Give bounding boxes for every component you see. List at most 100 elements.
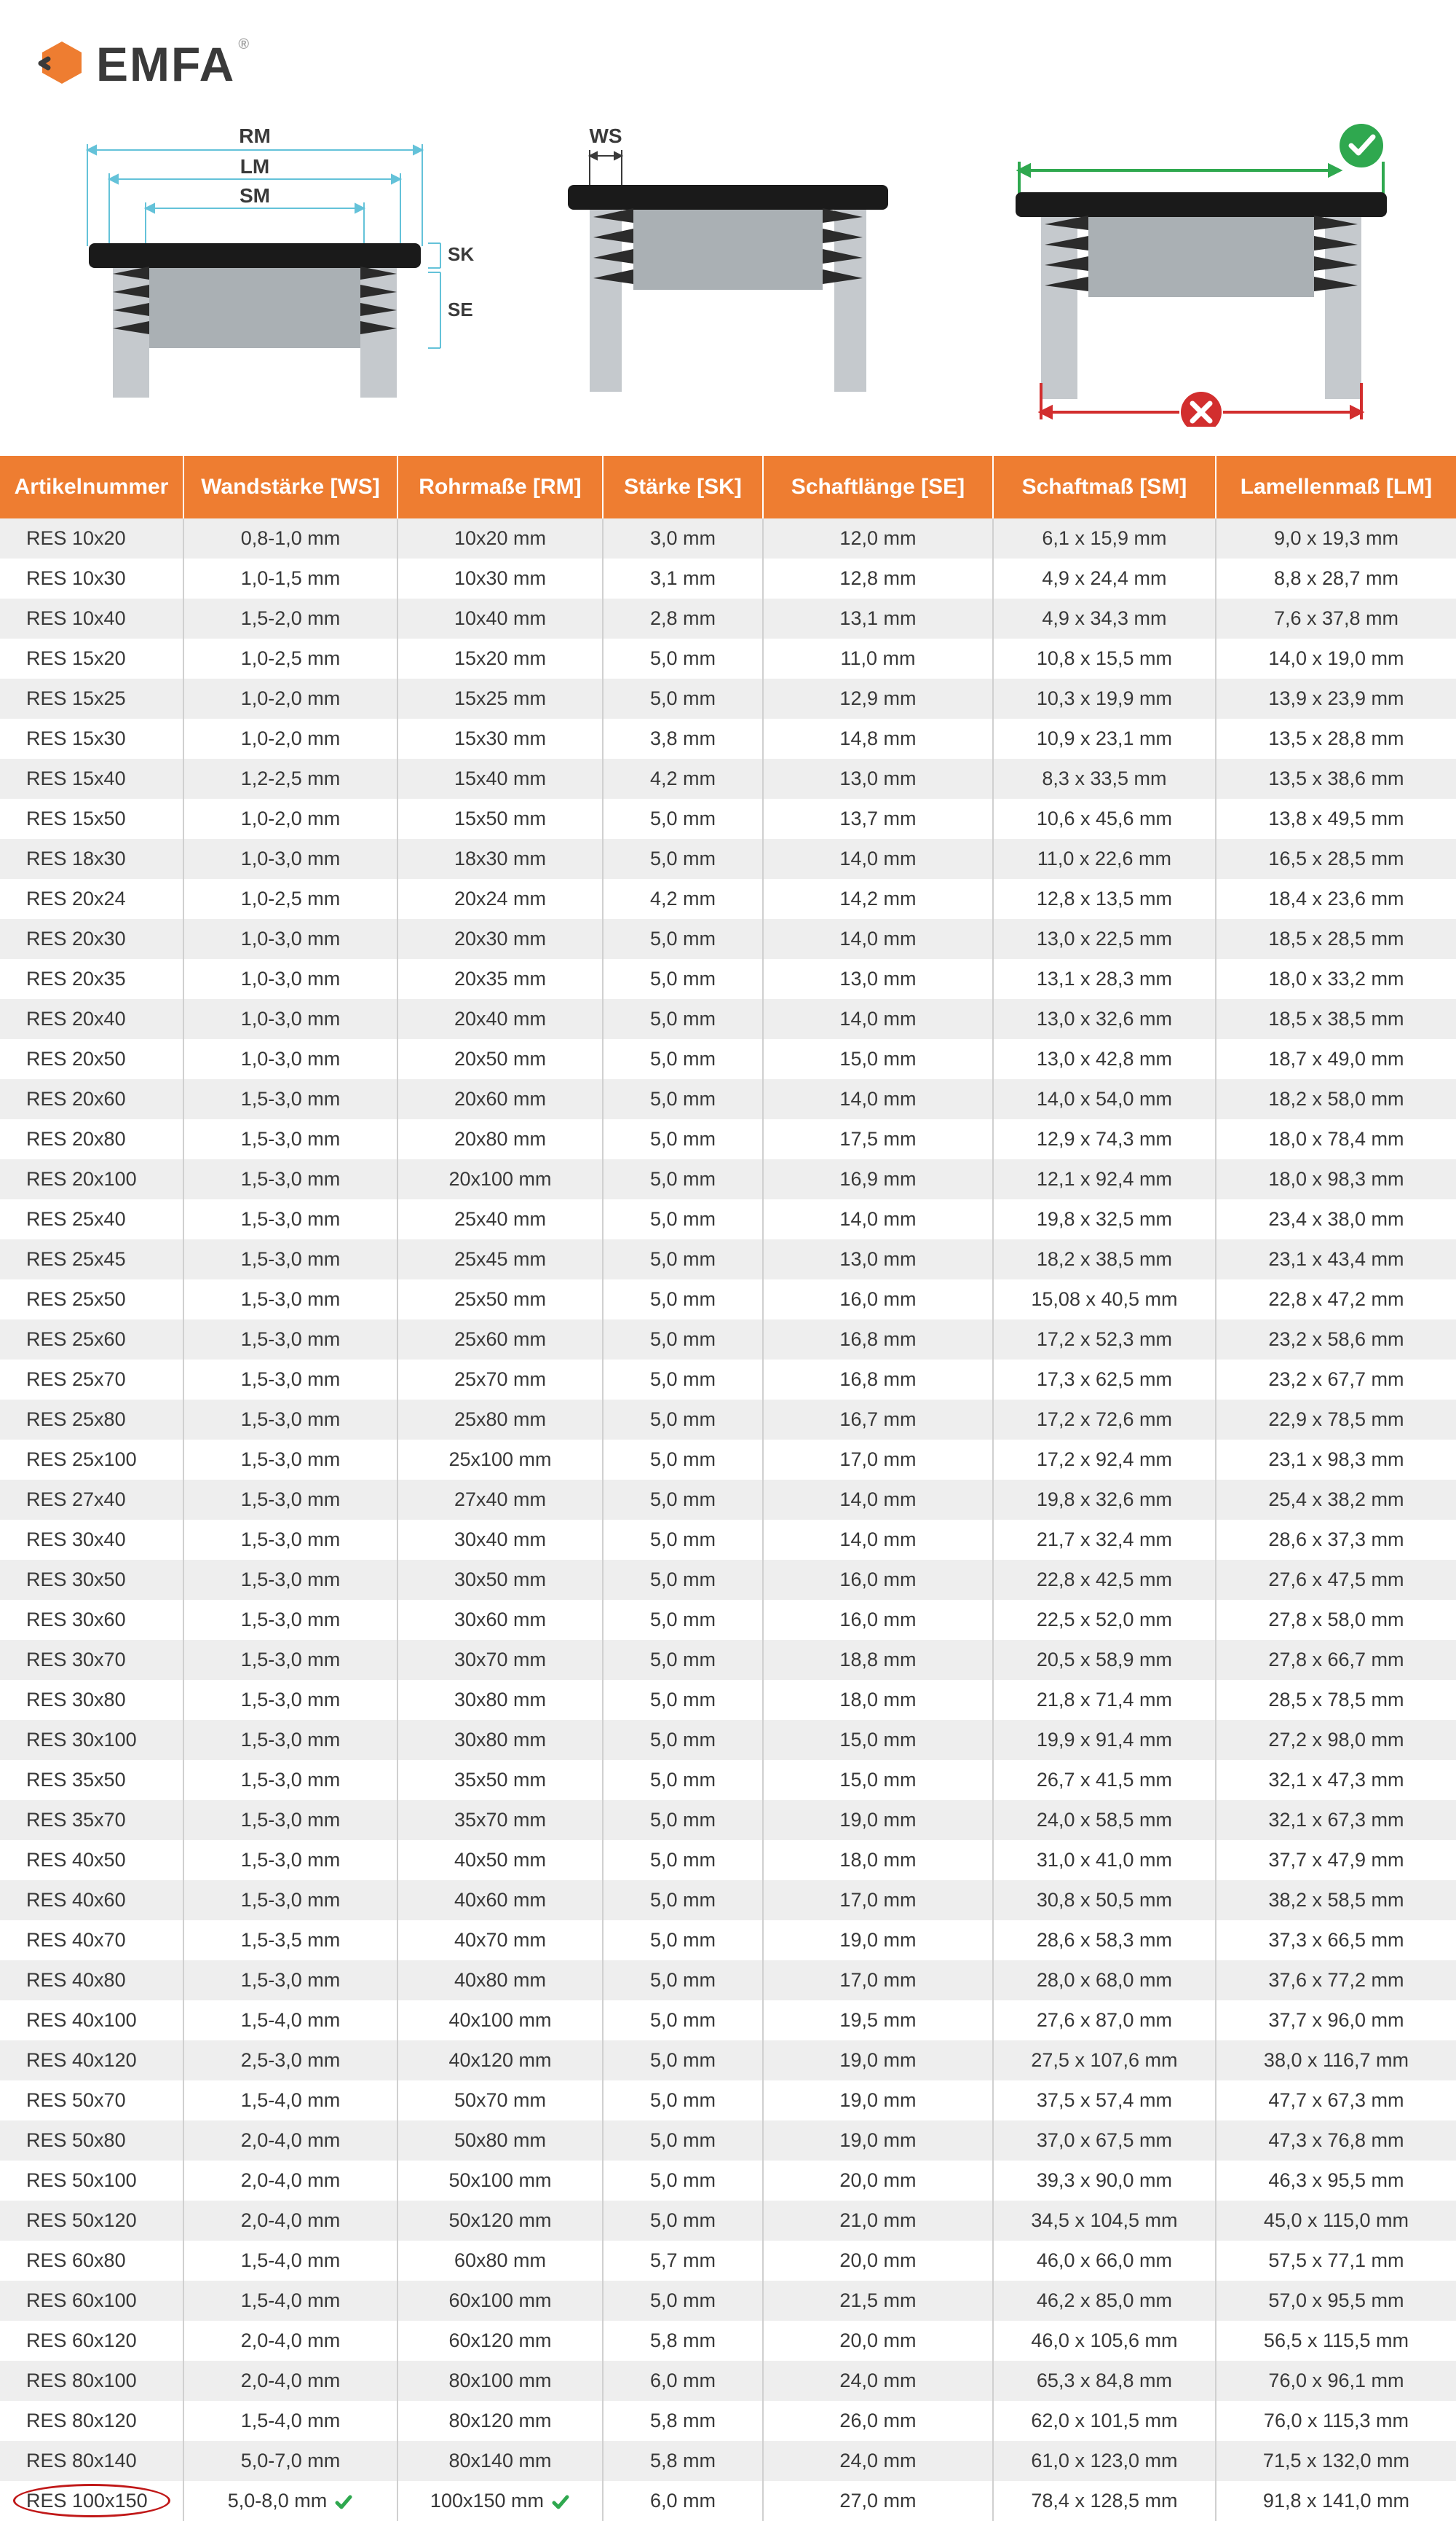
table-cell: RES 25x100: [0, 1440, 183, 1480]
table-row: RES 20x801,5-3,0 mm20x80 mm5,0 mm17,5 mm…: [0, 1119, 1456, 1159]
table-cell: 16,0 mm: [763, 1279, 993, 1319]
table-cell: RES 25x80: [0, 1400, 183, 1440]
table-cell: RES 25x45: [0, 1239, 183, 1279]
table-cell: 20x40 mm: [397, 999, 603, 1039]
table-cell: 13,1 mm: [763, 599, 993, 639]
table-cell: 26,7 x 41,5 mm: [993, 1760, 1216, 1800]
check-icon: [334, 2493, 353, 2512]
table-cell: 15,0 mm: [763, 1039, 993, 1079]
table-cell: 18,0 x 98,3 mm: [1216, 1159, 1456, 1199]
table-cell: 1,5-3,0 mm: [183, 1360, 397, 1400]
table-cell: 20x100 mm: [397, 1159, 603, 1199]
table-cell: RES 60x120: [0, 2321, 183, 2361]
table-cell: 80x120 mm: [397, 2401, 603, 2441]
table-row: RES 80x1405,0-7,0 mm80x140 mm5,8 mm24,0 …: [0, 2441, 1456, 2481]
table-cell: 5,8 mm: [603, 2401, 763, 2441]
diagram-correctness: [976, 121, 1427, 427]
table-cell: 1,5-3,0 mm: [183, 1600, 397, 1640]
table-cell: RES 30x40: [0, 1520, 183, 1560]
table-cell: 27x40 mm: [397, 1480, 603, 1520]
table-cell: 18,0 x 78,4 mm: [1216, 1119, 1456, 1159]
table-cell: RES 10x40: [0, 599, 183, 639]
table-cell: 22,9 x 78,5 mm: [1216, 1400, 1456, 1440]
table-cell: 15x25 mm: [397, 679, 603, 719]
table-cell: 1,5-3,0 mm: [183, 1640, 397, 1680]
table-cell: 5,0-8,0 mm: [183, 2481, 397, 2521]
table-cell: RES 60x100: [0, 2281, 183, 2321]
table-cell: RES 40x70: [0, 1920, 183, 1960]
table-row: RES 80x1002,0-4,0 mm80x100 mm6,0 mm24,0 …: [0, 2361, 1456, 2401]
col-header: Stärke [SK]: [603, 456, 763, 518]
table-cell: 2,5-3,0 mm: [183, 2040, 397, 2080]
table-cell: 18,2 x 38,5 mm: [993, 1239, 1216, 1279]
table-cell: RES 50x70: [0, 2080, 183, 2120]
label-lm: LM: [240, 155, 269, 178]
table-cell: 1,5-4,0 mm: [183, 2401, 397, 2441]
table-cell: RES 35x50: [0, 1760, 183, 1800]
table-cell: RES 40x120: [0, 2040, 183, 2080]
table-cell: 5,0 mm: [603, 1360, 763, 1400]
table-cell: 6,1 x 15,9 mm: [993, 518, 1216, 559]
table-cell: 16,8 mm: [763, 1360, 993, 1400]
table-cell: 37,3 x 66,5 mm: [1216, 1920, 1456, 1960]
table-cell: 1,5-3,0 mm: [183, 1960, 397, 2000]
col-header: Lamellenmaß [LM]: [1216, 456, 1456, 518]
table-cell: 25x80 mm: [397, 1400, 603, 1440]
table-cell: 20x60 mm: [397, 1079, 603, 1119]
table-cell: 50x120 mm: [397, 2201, 603, 2241]
table-cell: 27,2 x 98,0 mm: [1216, 1720, 1456, 1760]
diagram-ws: WS: [524, 121, 932, 398]
table-cell: 91,8 x 141,0 mm: [1216, 2481, 1456, 2521]
table-cell: 46,3 x 95,5 mm: [1216, 2161, 1456, 2201]
table-cell: 37,5 x 57,4 mm: [993, 2080, 1216, 2120]
table-row: RES 40x701,5-3,5 mm40x70 mm5,0 mm19,0 mm…: [0, 1920, 1456, 1960]
table-row: RES 50x802,0-4,0 mm50x80 mm5,0 mm19,0 mm…: [0, 2120, 1456, 2161]
table-cell: 14,0 mm: [763, 999, 993, 1039]
table-cell: 5,0-7,0 mm: [183, 2441, 397, 2481]
table-cell: 40x70 mm: [397, 1920, 603, 1960]
table-row: RES 15x251,0-2,0 mm15x25 mm5,0 mm12,9 mm…: [0, 679, 1456, 719]
table-cell: 1,5-3,0 mm: [183, 1480, 397, 1520]
table-cell: 18,8 mm: [763, 1640, 993, 1680]
table-row: RES 20x301,0-3,0 mm20x30 mm5,0 mm14,0 mm…: [0, 919, 1456, 959]
table-cell: 47,7 x 67,3 mm: [1216, 2080, 1456, 2120]
table-row: RES 50x1202,0-4,0 mm50x120 mm5,0 mm21,0 …: [0, 2201, 1456, 2241]
table-cell: 21,8 x 71,4 mm: [993, 1680, 1216, 1720]
table-cell: RES 80x120: [0, 2401, 183, 2441]
table-cell: 50x70 mm: [397, 2080, 603, 2120]
table-cell: 13,0 mm: [763, 759, 993, 799]
table-row: RES 25x451,5-3,0 mm25x45 mm5,0 mm13,0 mm…: [0, 1239, 1456, 1279]
table-cell: 1,5-4,0 mm: [183, 2281, 397, 2321]
table-cell: 57,0 x 95,5 mm: [1216, 2281, 1456, 2321]
table-row: RES 35x701,5-3,0 mm35x70 mm5,0 mm19,0 mm…: [0, 1800, 1456, 1840]
table-cell: 10,9 x 23,1 mm: [993, 719, 1216, 759]
table-cell: 5,0 mm: [603, 2281, 763, 2321]
table-cell: 25x60 mm: [397, 1319, 603, 1360]
table-cell: 18,2 x 58,0 mm: [1216, 1079, 1456, 1119]
table-cell: 14,0 mm: [763, 1199, 993, 1239]
table-cell: 1,5-3,0 mm: [183, 1400, 397, 1440]
table-row: RES 25x401,5-3,0 mm25x40 mm5,0 mm14,0 mm…: [0, 1199, 1456, 1239]
table-cell: 1,5-3,0 mm: [183, 1840, 397, 1880]
table-cell: 5,8 mm: [603, 2321, 763, 2361]
table-cell: 5,0 mm: [603, 2080, 763, 2120]
table-cell: RES 20x50: [0, 1039, 183, 1079]
table-cell: 5,0 mm: [603, 999, 763, 1039]
diagrams-row: RM LM SM: [0, 114, 1456, 456]
table-cell: 5,0 mm: [603, 839, 763, 879]
table-cell: 19,0 mm: [763, 1920, 993, 1960]
table-row: RES 30x501,5-3,0 mm30x50 mm5,0 mm16,0 mm…: [0, 1560, 1456, 1600]
table-cell: 5,0 mm: [603, 1239, 763, 1279]
table-cell: 12,9 mm: [763, 679, 993, 719]
table-cell: 60x100 mm: [397, 2281, 603, 2321]
table-cell: RES 25x50: [0, 1279, 183, 1319]
table-cell: RES 20x30: [0, 919, 183, 959]
table-cell: 15,0 mm: [763, 1720, 993, 1760]
table-cell: 18,0 x 33,2 mm: [1216, 959, 1456, 999]
table-cell: 57,5 x 77,1 mm: [1216, 2241, 1456, 2281]
table-cell: 78,4 x 128,5 mm: [993, 2481, 1216, 2521]
table-cell: 5,0 mm: [603, 1039, 763, 1079]
table-cell: RES 30x60: [0, 1600, 183, 1640]
table-cell: 20x80 mm: [397, 1119, 603, 1159]
table-cell: 1,5-3,0 mm: [183, 1560, 397, 1600]
